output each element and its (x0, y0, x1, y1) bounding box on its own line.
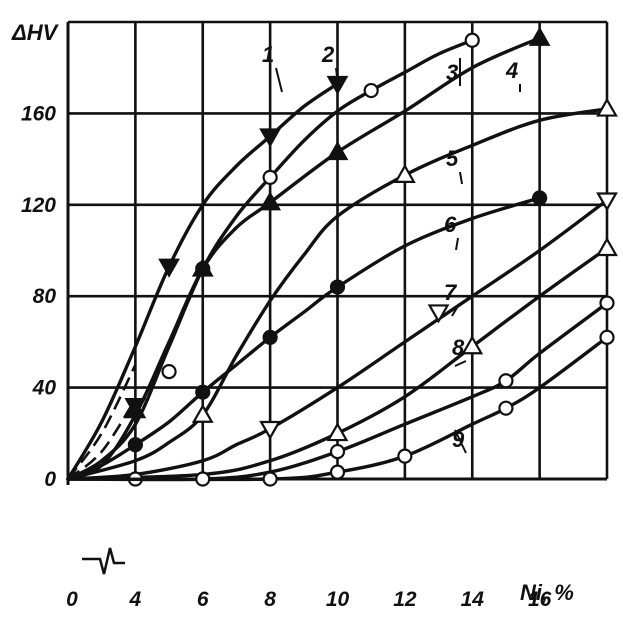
data-point-triangle-up (393, 163, 416, 183)
data-point-circle (329, 443, 346, 460)
x-tick-label: 8 (264, 588, 276, 611)
x-tick-label: 16 (528, 588, 552, 611)
x-tick-label: 4 (129, 588, 142, 611)
data-point-circle (262, 169, 278, 185)
series-6: 6 (66, 192, 618, 481)
data-point-triangle-down (259, 128, 282, 148)
axis-break-mark (82, 547, 125, 575)
x-tick-label: 12 (393, 588, 417, 611)
data-point-circle (397, 448, 413, 464)
data-point-triangle-down (259, 420, 282, 440)
series-label: 9 (452, 427, 465, 452)
series-label-leader (455, 237, 459, 251)
data-point-triangle-up (191, 257, 214, 277)
y-tick-label: 40 (32, 377, 57, 400)
data-point-triangle-up (528, 26, 551, 46)
data-point-circle (498, 400, 514, 416)
series-label: 3 (446, 60, 458, 85)
y-tick-label: 120 (21, 194, 56, 217)
data-point-triangle-up (124, 399, 147, 419)
series-4: 4 (66, 58, 618, 481)
y-axis-label: ΔHV (11, 20, 60, 45)
series-line (66, 198, 609, 481)
series-line (66, 82, 340, 481)
series-9: 9 (66, 329, 615, 487)
series-label: 7 (444, 280, 458, 305)
series-line (66, 335, 609, 482)
x-tick-label: 10 (326, 588, 350, 611)
data-point-triangle-up (461, 335, 484, 355)
series-line (66, 36, 542, 481)
data-point-circle (599, 295, 615, 311)
series-label-leader (454, 360, 467, 367)
series-label: 5 (446, 146, 459, 171)
series-label: 1 (262, 42, 274, 67)
series-label-leader (335, 67, 339, 86)
x-tick-label: 6 (197, 588, 209, 611)
data-point-triangle-up (326, 141, 349, 161)
y-tick-label: 0 (44, 468, 56, 491)
dashed-segment (67, 398, 137, 481)
grid (68, 20, 609, 479)
y-tick-label: 80 (33, 285, 57, 308)
data-point-circle (532, 190, 548, 206)
data-point-circle (161, 364, 177, 380)
series-label-leader (275, 67, 283, 93)
data-point-triangle-up (191, 403, 214, 423)
data-point-circle (363, 82, 379, 99)
series-layer: 1 2 3 4 5 6 7 8 9 (66, 26, 618, 487)
series-label: 6 (444, 212, 457, 237)
data-point-circle (127, 437, 143, 453)
series-label-leader (451, 305, 459, 317)
series-label-leader (454, 429, 467, 454)
data-point-circle (262, 471, 278, 487)
x-tick-label: 14 (461, 588, 485, 611)
series-label: 8 (452, 335, 465, 360)
series-5: 5 (66, 146, 548, 481)
data-point-triangle-up (259, 191, 282, 211)
series-line (66, 107, 609, 481)
series-label: 4 (505, 58, 518, 83)
data-point-circle (195, 471, 211, 487)
data-point-circle (498, 373, 514, 389)
x-tick-label: 0 (66, 588, 78, 611)
series-3: 3 (66, 26, 551, 481)
data-point-circle (329, 464, 346, 480)
data-point-triangle-up (596, 236, 618, 257)
data-point-circle (262, 329, 278, 345)
series-label: 2 (321, 42, 335, 67)
data-point-triangle-down (158, 258, 180, 278)
data-point-circle (464, 32, 480, 48)
data-point-circle (195, 384, 211, 400)
series-label-leader (459, 171, 463, 185)
dashed-segment (66, 364, 137, 480)
data-point-triangle-up (326, 422, 349, 442)
data-point-triangle-down (427, 304, 450, 324)
data-point-triangle-up (596, 97, 618, 117)
y-tick-label: 160 (21, 102, 56, 125)
data-point-circle (329, 279, 346, 295)
data-point-triangle-down (596, 192, 618, 212)
data-point-circle (599, 329, 615, 345)
x-axis-label: Ni, % (520, 580, 574, 605)
